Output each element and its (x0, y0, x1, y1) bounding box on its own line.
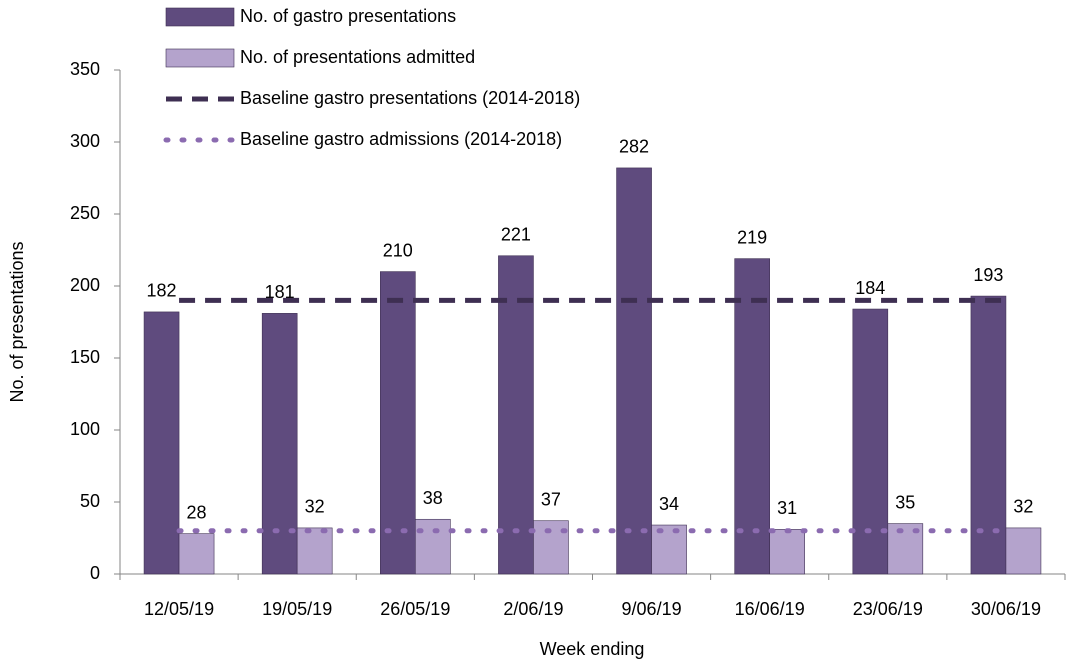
y-tick-label: 250 (70, 203, 100, 223)
data-label: 34 (659, 494, 679, 514)
data-label: 37 (541, 489, 561, 509)
x-axis-title: Week ending (540, 639, 645, 659)
y-tick-label: 300 (70, 131, 100, 151)
legend-label: Baseline gastro admissions (2014-2018) (240, 129, 562, 149)
x-tick-label: 30/06/19 (971, 599, 1041, 619)
y-tick-label: 200 (70, 275, 100, 295)
data-label: 35 (895, 492, 915, 512)
data-label: 32 (1013, 497, 1033, 517)
data-label: 282 (619, 137, 649, 157)
data-label: 182 (147, 281, 177, 301)
x-tick-label: 12/05/19 (144, 599, 214, 619)
legend-label: No. of presentations admitted (240, 47, 475, 67)
y-tick-label: 350 (70, 59, 100, 79)
legend-swatch (165, 7, 235, 27)
data-label: 181 (265, 282, 295, 302)
bar (143, 311, 180, 575)
bar (616, 167, 652, 575)
data-label: 221 (501, 225, 531, 245)
bar (178, 533, 215, 575)
data-label: 184 (855, 278, 885, 298)
bar (651, 524, 687, 575)
x-tick-label: 19/05/19 (262, 599, 332, 619)
data-label: 210 (383, 240, 413, 260)
y-tick-label: 0 (90, 563, 100, 583)
bar (769, 529, 805, 575)
bar (734, 258, 770, 575)
bar (970, 295, 1007, 575)
bar (415, 518, 451, 575)
data-label: 38 (423, 488, 443, 508)
y-axis-title: No. of presentations (7, 241, 27, 402)
bar (498, 255, 534, 575)
bar (261, 313, 298, 575)
data-label: 31 (777, 498, 797, 518)
y-tick-label: 100 (70, 419, 100, 439)
legend-label: No. of gastro presentations (240, 6, 456, 26)
data-label: 219 (737, 227, 767, 247)
bar (380, 271, 416, 575)
y-tick-label: 150 (70, 347, 100, 367)
x-tick-label: 23/06/19 (853, 599, 923, 619)
x-tick-label: 9/06/19 (622, 599, 682, 619)
bar (1005, 527, 1042, 575)
legend-swatch (165, 48, 235, 68)
data-label: 28 (187, 502, 207, 522)
x-tick-label: 16/06/19 (735, 599, 805, 619)
x-tick-label: 2/06/19 (503, 599, 563, 619)
data-label: 32 (305, 497, 325, 517)
legend-label: Baseline gastro presentations (2014-2018… (240, 88, 580, 108)
data-label: 193 (973, 265, 1003, 285)
bar (852, 308, 889, 575)
x-tick-label: 26/05/19 (380, 599, 450, 619)
y-tick-label: 50 (80, 491, 100, 511)
bar (296, 527, 333, 575)
